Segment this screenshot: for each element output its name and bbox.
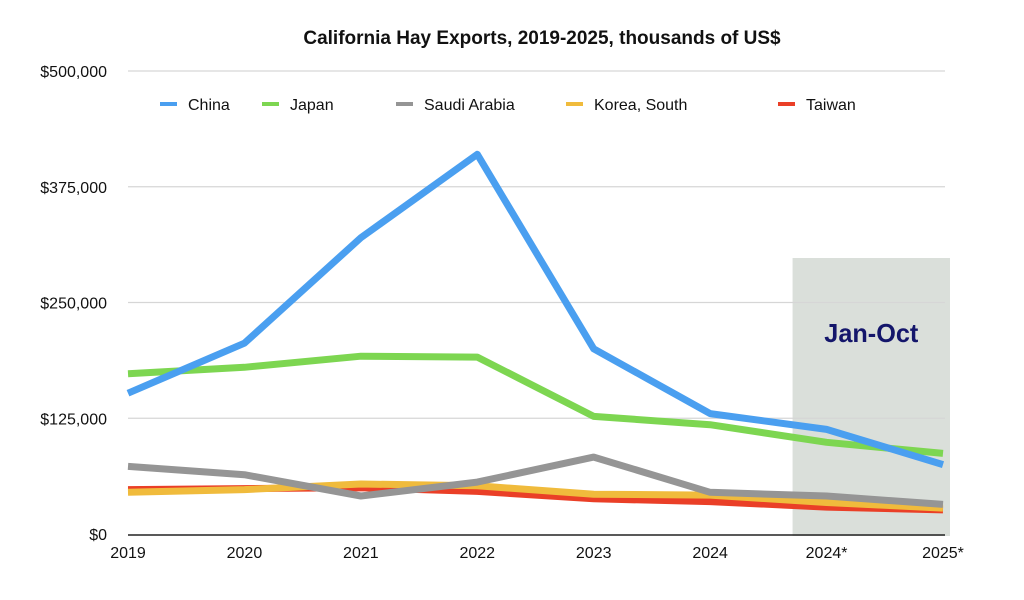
- x-tick-label: 2022: [459, 545, 495, 562]
- x-tick-label: 2024*: [806, 545, 848, 562]
- x-tick-label: 2021: [343, 545, 379, 562]
- series-line-korea-south: [127, 480, 944, 512]
- y-tick-label: $250,000: [40, 296, 107, 313]
- y-tick-label: $0: [89, 527, 107, 544]
- x-tick-label: 2019: [110, 545, 146, 562]
- y-tick-label: $375,000: [40, 180, 107, 197]
- x-tick-label: 2024: [692, 545, 728, 562]
- legend-label: Taiwan: [806, 97, 856, 114]
- annotation-label: Jan-Oct: [824, 318, 918, 348]
- legend-label: Japan: [290, 97, 334, 114]
- legend-label: China: [188, 97, 230, 114]
- series-line-china: [126, 150, 945, 468]
- annotation-shade: [792, 258, 950, 536]
- legend-label: Korea, South: [594, 97, 687, 114]
- y-tick-label: $500,000: [40, 64, 107, 81]
- x-tick-label: 2025*: [922, 545, 964, 562]
- chart-title: California Hay Exports, 2019-2025, thous…: [303, 28, 781, 49]
- x-tick-label: 2020: [227, 545, 263, 562]
- series-line-saudi-arabia: [127, 453, 944, 508]
- x-tick-label: 2023: [576, 545, 612, 562]
- y-tick-label: $125,000: [40, 411, 107, 428]
- legend-label: Saudi Arabia: [424, 97, 515, 114]
- series-line-japan: [127, 352, 944, 457]
